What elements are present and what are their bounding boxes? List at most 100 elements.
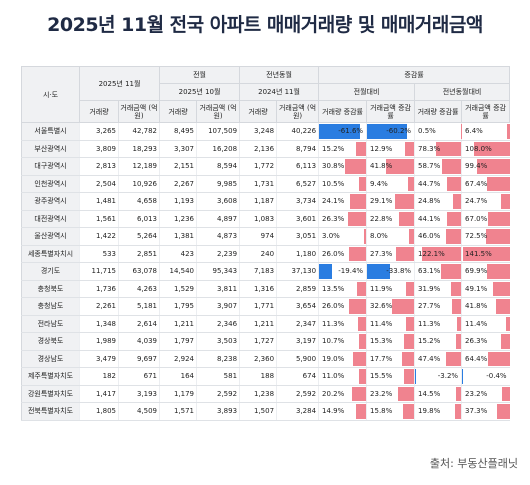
value-cell: 2,504 (79, 175, 119, 193)
rate-label: 44.7% (418, 179, 441, 188)
rate-label: 122.1% (418, 249, 445, 258)
rate-cell: 24.8% (414, 192, 462, 211)
rate-cell: -33.8% (366, 262, 415, 281)
rate-cell: 58.7% (414, 157, 462, 176)
table-body: 서울특별시 3,265 42,782 8,495 107,509 3,248 40,226 -… (21, 122, 510, 421)
value-cell: 2,239 (196, 245, 240, 263)
apartment-transaction-table: 시·도 2025년 11월 전월 전년동월 증감률 2025년 10월 2024… (21, 66, 511, 421)
rate-cell: 44.7% (414, 175, 462, 193)
rate-label: 141.5% (465, 249, 492, 258)
rate-cell: 78.3% (414, 140, 462, 158)
value-cell: 5,264 (117, 227, 160, 246)
rate-label: 41.8% (370, 162, 393, 170)
rate-cell: 24.1% (318, 192, 367, 211)
table-row: 경기도 11,715 63,078 14,540 95,343 7,183 37,130 -1… (21, 262, 510, 281)
rate-bar (405, 141, 415, 156)
rate-bar (457, 316, 462, 331)
value-cell: 7,183 (239, 262, 277, 281)
table-row: 서울특별시 3,265 42,782 8,495 107,509 3,248 40,226 -… (21, 122, 510, 141)
rate-label: 14.5% (418, 389, 441, 398)
rate-label: 15.3% (370, 337, 393, 345)
header-vol-rate: 거래량 증감률 (414, 100, 463, 123)
value-cell: 10,926 (117, 175, 160, 193)
value-cell: 2,813 (79, 157, 119, 176)
rate-label: 15.2% (322, 144, 345, 153)
rate-label: 19.8% (418, 407, 441, 415)
header-amt-rate: 거래금액 증감률 (461, 100, 511, 123)
header-cur-month: 2025년 11월 (78, 66, 161, 101)
value-cell: 11,715 (79, 262, 119, 281)
value-cell: 423 (159, 245, 197, 263)
value-cell: 14,540 (159, 262, 197, 281)
rate-bar (359, 176, 367, 191)
value-cell: 2,151 (159, 157, 197, 176)
rate-label: 15.2% (418, 337, 441, 345)
rate-label: 37.3% (465, 407, 488, 415)
rate-bar (345, 159, 367, 174)
rate-label: 3.0% (322, 232, 340, 240)
value-cell: 2,614 (117, 315, 160, 333)
rate-cell: 10.5% (318, 175, 367, 193)
rate-bar (454, 404, 462, 419)
rate-label: 29.1% (370, 197, 393, 205)
value-cell: 12,189 (117, 157, 160, 176)
region-cell: 충청남도 (21, 297, 80, 316)
table-row: 세종특별자치시 533 2,851 423 2,239 240 1,180 26.0% 27.3… (21, 245, 510, 263)
rate-bar (446, 229, 462, 244)
value-cell: 164 (159, 367, 197, 386)
rate-label: 11.3% (418, 319, 441, 328)
header-amount: 거래금액 (억 원) (196, 100, 241, 123)
rate-cell: 11.9% (366, 280, 415, 298)
rate-bar (453, 194, 462, 209)
rate-bar (436, 141, 462, 156)
value-cell: 3,809 (79, 140, 119, 158)
rate-label: 27.7% (418, 302, 441, 310)
rate-label: 41.8% (465, 302, 488, 310)
rate-label: 26.0% (322, 302, 345, 310)
rate-label: 15.5% (370, 372, 393, 380)
header-prev-month: 2025년 10월 (159, 83, 241, 101)
value-cell: 1,179 (159, 385, 197, 403)
rate-label: 46.0% (418, 232, 441, 240)
rate-label: 26.0% (322, 249, 345, 258)
rate-bar (488, 351, 510, 366)
rate-cell: 14.5% (414, 385, 462, 403)
value-cell: 2,267 (159, 175, 197, 193)
rate-cell: 9.4% (366, 175, 415, 193)
rate-cell: 26.0% (318, 245, 367, 263)
rate-bar (356, 404, 367, 419)
value-cell: 9,985 (196, 175, 240, 193)
rate-label: 69.9% (465, 267, 488, 275)
value-cell: 533 (79, 245, 119, 263)
rate-cell: 12.9% (366, 140, 415, 158)
rate-label: 47.4% (418, 354, 441, 363)
value-cell: 3,734 (276, 192, 319, 211)
rate-bar (348, 211, 367, 226)
source-note: 출처: 부동산플래닛 (429, 457, 518, 470)
rate-bar (501, 194, 510, 209)
table-row: 전라남도 1,348 2,614 1,211 2,346 1,211 2,347 11.3% 1… (21, 315, 510, 333)
value-cell: 1,417 (79, 385, 119, 403)
rate-label: 32.6% (370, 302, 393, 310)
rate-label: 44.1% (418, 214, 441, 223)
rate-bar (319, 124, 361, 139)
table-row: 대구광역시 2,813 12,189 2,151 8,594 1,772 6,113 30.8… (21, 157, 510, 176)
value-cell: 1,561 (79, 210, 119, 228)
value-cell: 3,654 (276, 297, 319, 316)
rate-cell: 46.0% (414, 227, 462, 246)
table-row: 부산광역시 3,809 18,293 3,307 16,208 2,136 8,794 15.… (21, 140, 510, 158)
value-cell: 2,592 (196, 385, 240, 403)
value-cell: 1,771 (239, 297, 277, 316)
value-cell: 581 (196, 367, 240, 386)
rate-cell: 41.8% (366, 157, 415, 176)
rate-cell: 15.5% (366, 367, 415, 386)
header-yoy-month: 2024년 11월 (239, 83, 320, 101)
region-cell: 인천광역시 (21, 175, 80, 193)
rate-cell: -61.6% (318, 122, 367, 141)
value-cell: 974 (239, 227, 277, 246)
rate-label: 23.2% (370, 389, 393, 398)
rate-cell: 49.1% (461, 280, 510, 298)
region-cell: 강원특별자치도 (21, 385, 80, 403)
rate-cell: 23.2% (461, 385, 510, 403)
rate-label: -19.4% (338, 267, 364, 275)
